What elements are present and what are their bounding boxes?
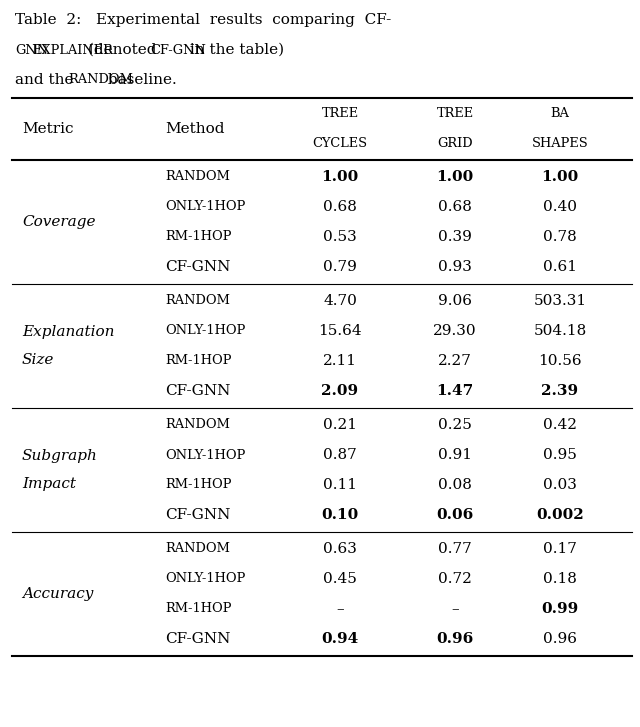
Text: 0.68: 0.68 xyxy=(323,200,357,214)
Text: RANDOM: RANDOM xyxy=(165,171,230,183)
Text: 1.00: 1.00 xyxy=(541,170,579,184)
Text: 0.40: 0.40 xyxy=(543,200,577,214)
Text: 0.94: 0.94 xyxy=(321,632,358,646)
Text: RANDOM: RANDOM xyxy=(165,294,230,308)
Text: CF-GNN: CF-GNN xyxy=(150,44,206,57)
Text: SHAPES: SHAPES xyxy=(532,137,588,150)
Text: TREE: TREE xyxy=(321,108,358,121)
Text: ONLY-1HOP: ONLY-1HOP xyxy=(165,201,245,214)
Text: RM-1HOP: RM-1HOP xyxy=(165,478,232,491)
Text: Accuracy: Accuracy xyxy=(22,587,93,601)
Text: RANDOM: RANDOM xyxy=(68,73,134,87)
Text: 0.68: 0.68 xyxy=(438,200,472,214)
Text: 2.27: 2.27 xyxy=(438,354,472,368)
Text: 0.11: 0.11 xyxy=(323,478,357,492)
Text: 0.96: 0.96 xyxy=(436,632,474,646)
Text: 0.17: 0.17 xyxy=(543,542,577,556)
Text: RANDOM: RANDOM xyxy=(165,542,230,555)
Text: Explanation: Explanation xyxy=(22,325,115,339)
Text: 0.21: 0.21 xyxy=(323,418,357,432)
Text: in the table): in the table) xyxy=(184,43,284,57)
Text: 0.95: 0.95 xyxy=(543,448,577,462)
Text: 0.77: 0.77 xyxy=(438,542,472,556)
Text: ONLY-1HOP: ONLY-1HOP xyxy=(165,449,245,462)
Text: 0.10: 0.10 xyxy=(321,508,358,522)
Text: 1.47: 1.47 xyxy=(436,384,474,398)
Text: ONLY-1HOP: ONLY-1HOP xyxy=(165,572,245,585)
Text: 0.06: 0.06 xyxy=(436,508,474,522)
Text: 9.06: 9.06 xyxy=(438,294,472,308)
Text: 29.30: 29.30 xyxy=(433,324,477,338)
Text: Subgraph: Subgraph xyxy=(22,449,98,463)
Text: Table  2:   Experimental  results  comparing  CF-: Table 2: Experimental results comparing … xyxy=(15,13,391,27)
Text: 0.99: 0.99 xyxy=(541,602,579,616)
Text: 0.93: 0.93 xyxy=(438,260,472,274)
Text: 0.87: 0.87 xyxy=(323,448,357,462)
Text: 4.70: 4.70 xyxy=(323,294,357,308)
Text: 0.96: 0.96 xyxy=(543,632,577,646)
Text: RANDOM: RANDOM xyxy=(165,419,230,432)
Text: RM-1HOP: RM-1HOP xyxy=(165,230,232,244)
Text: 0.42: 0.42 xyxy=(543,418,577,432)
Text: 0.002: 0.002 xyxy=(536,508,584,522)
Text: GNN: GNN xyxy=(15,44,48,57)
Text: and the: and the xyxy=(15,73,78,87)
Text: 0.91: 0.91 xyxy=(438,448,472,462)
Text: CF-GNN: CF-GNN xyxy=(165,384,230,398)
Text: 2.11: 2.11 xyxy=(323,354,357,368)
Text: 0.53: 0.53 xyxy=(323,230,357,244)
Text: –: – xyxy=(336,602,344,616)
Text: Size: Size xyxy=(22,353,54,367)
Text: 0.79: 0.79 xyxy=(323,260,357,274)
Text: CF-GNN: CF-GNN xyxy=(165,260,230,274)
Text: RM-1HOP: RM-1HOP xyxy=(165,355,232,368)
Text: (denoted: (denoted xyxy=(83,43,162,57)
Text: BA: BA xyxy=(550,108,570,121)
Text: 0.03: 0.03 xyxy=(543,478,577,492)
Text: 503.31: 503.31 xyxy=(533,294,587,308)
Text: Metric: Metric xyxy=(22,122,74,136)
Text: TREE: TREE xyxy=(436,108,474,121)
Text: 2.39: 2.39 xyxy=(541,384,579,398)
Text: baseline.: baseline. xyxy=(103,73,177,87)
Text: 1.00: 1.00 xyxy=(436,170,474,184)
Text: CYCLES: CYCLES xyxy=(312,137,367,150)
Text: 0.61: 0.61 xyxy=(543,260,577,274)
Text: Impact: Impact xyxy=(22,477,76,491)
Text: 15.64: 15.64 xyxy=(318,324,362,338)
Text: 0.39: 0.39 xyxy=(438,230,472,244)
Text: RM-1HOP: RM-1HOP xyxy=(165,603,232,616)
Text: 0.25: 0.25 xyxy=(438,418,472,432)
Text: Method: Method xyxy=(165,122,225,136)
Text: 1.00: 1.00 xyxy=(321,170,358,184)
Text: 2.09: 2.09 xyxy=(321,384,358,398)
Text: 0.72: 0.72 xyxy=(438,572,472,586)
Text: 0.45: 0.45 xyxy=(323,572,357,586)
Text: 0.63: 0.63 xyxy=(323,542,357,556)
Text: GRID: GRID xyxy=(437,137,473,150)
Text: 0.78: 0.78 xyxy=(543,230,577,244)
Text: 0.18: 0.18 xyxy=(543,572,577,586)
Text: 10.56: 10.56 xyxy=(538,354,582,368)
Text: 0.08: 0.08 xyxy=(438,478,472,492)
Text: Coverage: Coverage xyxy=(22,215,95,229)
Text: ONLY-1HOP: ONLY-1HOP xyxy=(165,324,245,337)
Text: –: – xyxy=(451,602,459,616)
Text: CF-GNN: CF-GNN xyxy=(165,508,230,522)
Text: EXPLAINER: EXPLAINER xyxy=(32,44,113,57)
Text: 504.18: 504.18 xyxy=(533,324,587,338)
Text: CF-GNN: CF-GNN xyxy=(165,632,230,646)
